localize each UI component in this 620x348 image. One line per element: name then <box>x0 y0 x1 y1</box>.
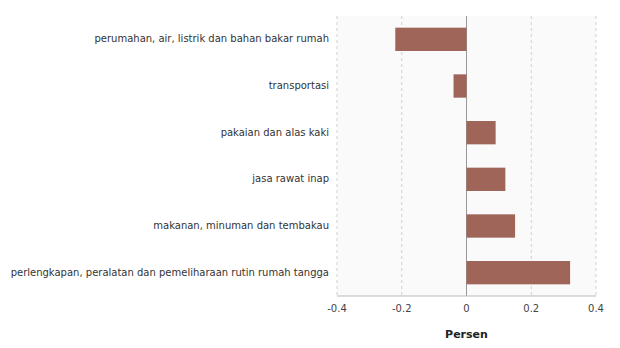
category-label: perumahan, air, listrik dan bahan bakar … <box>94 33 329 44</box>
bar <box>467 168 506 191</box>
zero-line <box>466 16 467 296</box>
category-label: pakaian dan alas kaki <box>221 127 329 138</box>
x-axis-title: Persen <box>445 328 488 341</box>
bar <box>467 121 496 144</box>
grid-line <box>596 16 597 296</box>
category-label: transportasi <box>269 80 329 91</box>
grid-line <box>401 16 402 296</box>
bar <box>467 214 516 237</box>
bar <box>467 261 571 284</box>
page: {"chart_data": {"type": "bar", "orientat… <box>0 0 620 348</box>
chart: perlengkapan, peralatan dan pemeliharaan… <box>0 0 620 348</box>
y-axis-labels: perlengkapan, peralatan dan pemeliharaan… <box>11 33 329 277</box>
grid-line <box>531 16 532 296</box>
tick-label: -0.4 <box>327 303 347 314</box>
tick-label: 0.4 <box>588 303 604 314</box>
tick-label: 0 <box>463 303 469 314</box>
tick-label: -0.2 <box>392 303 412 314</box>
x-axis-line <box>337 296 596 297</box>
bar <box>454 74 467 97</box>
chart-container: perlengkapan, peralatan dan pemeliharaan… <box>0 0 620 348</box>
category-label: jasa rawat inap <box>251 173 329 184</box>
bar <box>395 28 466 51</box>
x-axis-ticks: -0.4 -0.2 0 0.2 0.4 <box>327 303 604 314</box>
category-label: perlengkapan, peralatan dan pemeliharaan… <box>11 267 329 278</box>
plot-area <box>337 16 596 296</box>
grid-line <box>337 16 338 296</box>
bars <box>395 28 570 285</box>
x-grid <box>337 16 596 296</box>
category-label: makanan, minuman dan tembakau <box>153 220 329 231</box>
tick-label: 0.2 <box>523 303 539 314</box>
